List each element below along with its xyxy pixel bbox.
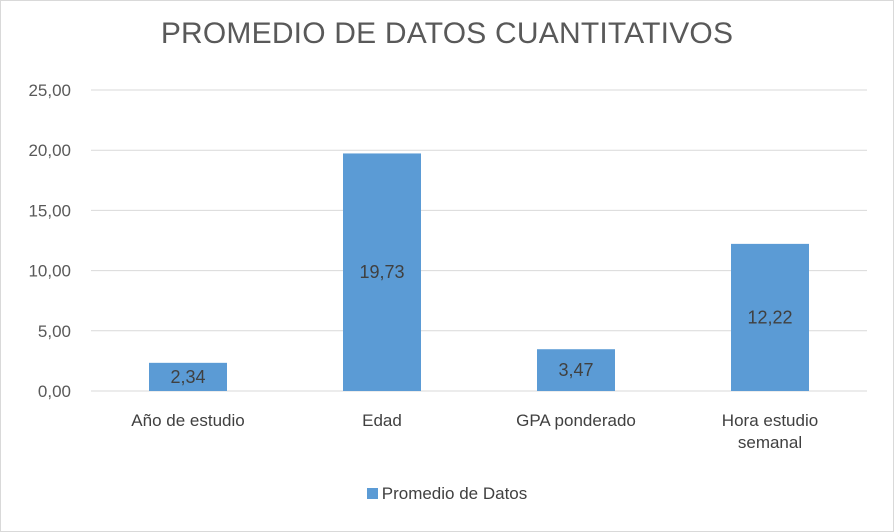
x-category-label-line: Edad (362, 411, 402, 430)
data-label: 19,73 (359, 262, 404, 282)
legend-label: Promedio de Datos (381, 484, 528, 503)
bar (731, 243, 809, 391)
legend-swatch (366, 488, 378, 499)
chart-title: PROMEDIO DE DATOS CUANTITATIVOS (160, 17, 734, 50)
y-tick-label: 25,00 (28, 81, 71, 100)
x-category-label: GPA ponderado (516, 411, 636, 430)
y-tick-label: 0,00 (38, 382, 71, 401)
x-category-label-line: GPA ponderado (516, 411, 636, 430)
data-label: 3,47 (558, 360, 593, 380)
bars (149, 153, 809, 391)
y-axis-ticks: 0,00 5,00 10,00 15,00 20,00 25,00 (28, 81, 71, 401)
bar (343, 153, 421, 391)
y-tick-label: 15,00 (28, 201, 71, 220)
x-category-label: Edad (362, 411, 402, 430)
data-label: 2,34 (170, 367, 205, 387)
bar (537, 349, 615, 391)
x-category-label: Hora estudio semanal (722, 411, 818, 452)
x-axis-categories: Año de estudio Edad GPA ponderado Hora estu… (131, 411, 818, 452)
legend: Promedio de Datos (1, 484, 893, 504)
y-tick-label: 20,00 (28, 141, 71, 160)
x-category-label-line: Año de estudio (131, 411, 244, 430)
y-tick-label: 5,00 (38, 322, 71, 341)
x-category-label: Año de estudio (131, 411, 244, 430)
x-category-label-line: semanal (738, 433, 802, 452)
data-labels: 2,34 19,73 3,47 12,22 (170, 262, 792, 387)
y-tick-label: 10,00 (28, 262, 71, 281)
bar (149, 362, 227, 391)
data-label: 12,22 (747, 307, 792, 327)
x-category-label-line: Hora estudio (722, 411, 818, 430)
